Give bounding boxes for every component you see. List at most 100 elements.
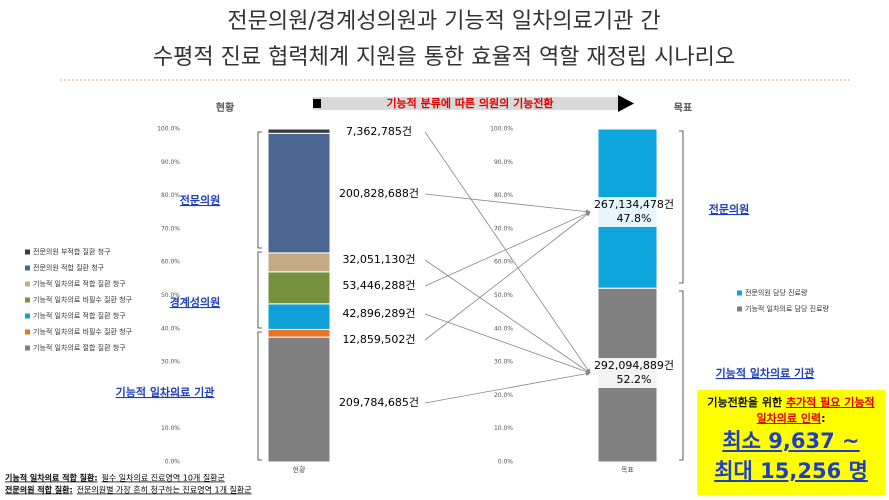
y-tick-label: 30.0% xyxy=(494,359,513,366)
bar-segment xyxy=(267,252,331,273)
annotation-box xyxy=(335,395,423,410)
callout: 기능전환을 위한 추가적 필요 기능적 일차의료 인력: 최소 9,637 ~ … xyxy=(697,390,885,495)
legend-swatch xyxy=(25,345,30,351)
x-tick-label: 현황 xyxy=(293,465,306,474)
legend-label: 기능적 일차의료 비필수 질환 청구 xyxy=(33,295,133,304)
annotation: 12,859,502건 xyxy=(342,333,415,346)
legend-label: 전문의원 담당 진료량 xyxy=(745,288,808,297)
legend-swatch xyxy=(25,281,30,287)
annotation-box xyxy=(335,186,423,201)
legend-swatch xyxy=(737,290,742,296)
connector xyxy=(424,313,591,374)
bar-segment xyxy=(267,303,331,330)
y-tick-label: 0.0% xyxy=(498,459,514,466)
group-label: 전문의원 xyxy=(709,202,749,216)
y-tick-label: 100.0% xyxy=(490,126,513,133)
bar-segment xyxy=(267,271,331,305)
legend-swatch xyxy=(25,297,30,303)
callout-min: 최소 9,637 ~ xyxy=(722,429,860,453)
value-label: 52.2% xyxy=(617,373,652,386)
bar-segment xyxy=(267,128,331,134)
y-tick-label: 0.0% xyxy=(165,459,181,466)
legend-label: 기능적 일차의료 적합 질환 청구 xyxy=(33,311,126,320)
group-label: 기능적 일차의료 기관 xyxy=(716,366,815,380)
legend-label: 기능적 일차의료 담당 진료량 xyxy=(745,304,830,313)
y-tick-label: 40.0% xyxy=(161,325,180,332)
callout-suffix: : xyxy=(821,412,826,425)
annotation-box xyxy=(592,358,676,388)
annotation-box xyxy=(335,252,423,267)
legend-label: 기능적 일차의료 비필수 질환 청구 xyxy=(33,327,133,336)
bar-segment xyxy=(267,132,331,254)
y-tick-label: 70.0% xyxy=(161,225,180,232)
column-header: 목표 xyxy=(674,102,692,114)
annotation: 209,784,685건 xyxy=(339,396,419,409)
y-tick-label: 30.0% xyxy=(161,359,180,366)
y-tick-label: 50.0% xyxy=(161,292,180,299)
bracket xyxy=(679,130,684,284)
bracket xyxy=(679,290,684,461)
y-tick-label: 90.0% xyxy=(494,159,513,166)
annotation-box xyxy=(335,332,423,347)
legend-label: 기능적 일차의료 적합 질환 청구 xyxy=(33,279,126,288)
value-label: 47.8% xyxy=(617,212,652,225)
y-tick-label: 70.0% xyxy=(494,225,513,232)
y-tick-label: 90.0% xyxy=(161,159,180,166)
annotation: 292,094,889건 xyxy=(594,359,674,372)
group-label: 기능적 일차의료 기관 xyxy=(116,385,215,399)
callout-highlight: 추가적 필요 기능적 일차의료 인력 xyxy=(756,396,875,425)
group-label: 전문의원 xyxy=(180,193,220,207)
title: 수평적 진료 협력체계 지원을 통한 효율적 역할 재정립 시나리오 xyxy=(153,45,735,70)
bracket xyxy=(257,331,262,461)
connector xyxy=(424,371,591,404)
callout-max: 최대 15,256 명 xyxy=(714,459,868,483)
legend-label: 전문의원 적합 질환 청구 xyxy=(33,263,105,272)
y-tick-label: 100.0% xyxy=(157,126,180,133)
y-tick-label: 80.0% xyxy=(494,192,513,199)
annotation: 267,134,478건 xyxy=(594,198,674,211)
y-tick-label: 10.0% xyxy=(161,425,180,432)
legend-swatch xyxy=(25,265,30,271)
legend-label: 기능적 일차의료 절합 질환 청구 xyxy=(33,343,126,352)
footnote-label: 기능적 일차의료 적합 질환: xyxy=(5,473,98,483)
footnote-label: 전문의원 적합 질환: xyxy=(5,485,73,495)
connector xyxy=(424,211,591,341)
group-label: 경계성의원 xyxy=(170,295,221,309)
annotation-box xyxy=(592,197,676,227)
connector xyxy=(424,131,591,374)
y-tick-label: 10.0% xyxy=(494,425,513,432)
y-tick-label: 20.0% xyxy=(161,392,180,399)
column-header: 현황 xyxy=(216,101,235,114)
bar-segment xyxy=(267,328,331,338)
annotation-box xyxy=(335,124,423,139)
legend-label: 전문의원 부적합 질환 청구 xyxy=(33,247,111,256)
bracket xyxy=(257,251,262,329)
y-tick-label: 60.0% xyxy=(494,259,513,266)
annotation-box xyxy=(335,306,423,321)
flow-bar xyxy=(313,97,623,110)
legend-swatch xyxy=(25,313,30,319)
bracket xyxy=(257,131,262,249)
connector xyxy=(424,193,591,214)
annotation: 32,051,130건 xyxy=(342,253,415,266)
flow-label: 기능적 분류에 따른 의원의 기능전환 xyxy=(386,96,553,110)
y-tick-label: 20.0% xyxy=(494,392,513,399)
legend-swatch xyxy=(25,249,30,255)
annotation: 42,896,289건 xyxy=(342,307,415,320)
callout-prefix: 기능전환을 위한 xyxy=(707,396,783,409)
bar-segment xyxy=(267,336,331,463)
legend-swatch xyxy=(25,329,30,335)
x-tick-label: 목표 xyxy=(621,466,634,474)
annotation-box xyxy=(335,278,423,293)
title: 전문의원/경계성의원과 기능적 일차의료기관 간 xyxy=(227,9,660,34)
legend-swatch xyxy=(737,306,742,312)
annotation: 7,362,785건 xyxy=(346,125,412,138)
flow-arrow xyxy=(618,95,634,112)
annotation: 53,446,288건 xyxy=(342,279,415,292)
footnote-text: 전문의원별 가장 흔히 청구하는 진료영역 1개 질환군 xyxy=(77,485,252,495)
y-tick-label: 80.0% xyxy=(161,192,180,199)
flow-start xyxy=(313,99,321,108)
connector xyxy=(424,259,591,374)
